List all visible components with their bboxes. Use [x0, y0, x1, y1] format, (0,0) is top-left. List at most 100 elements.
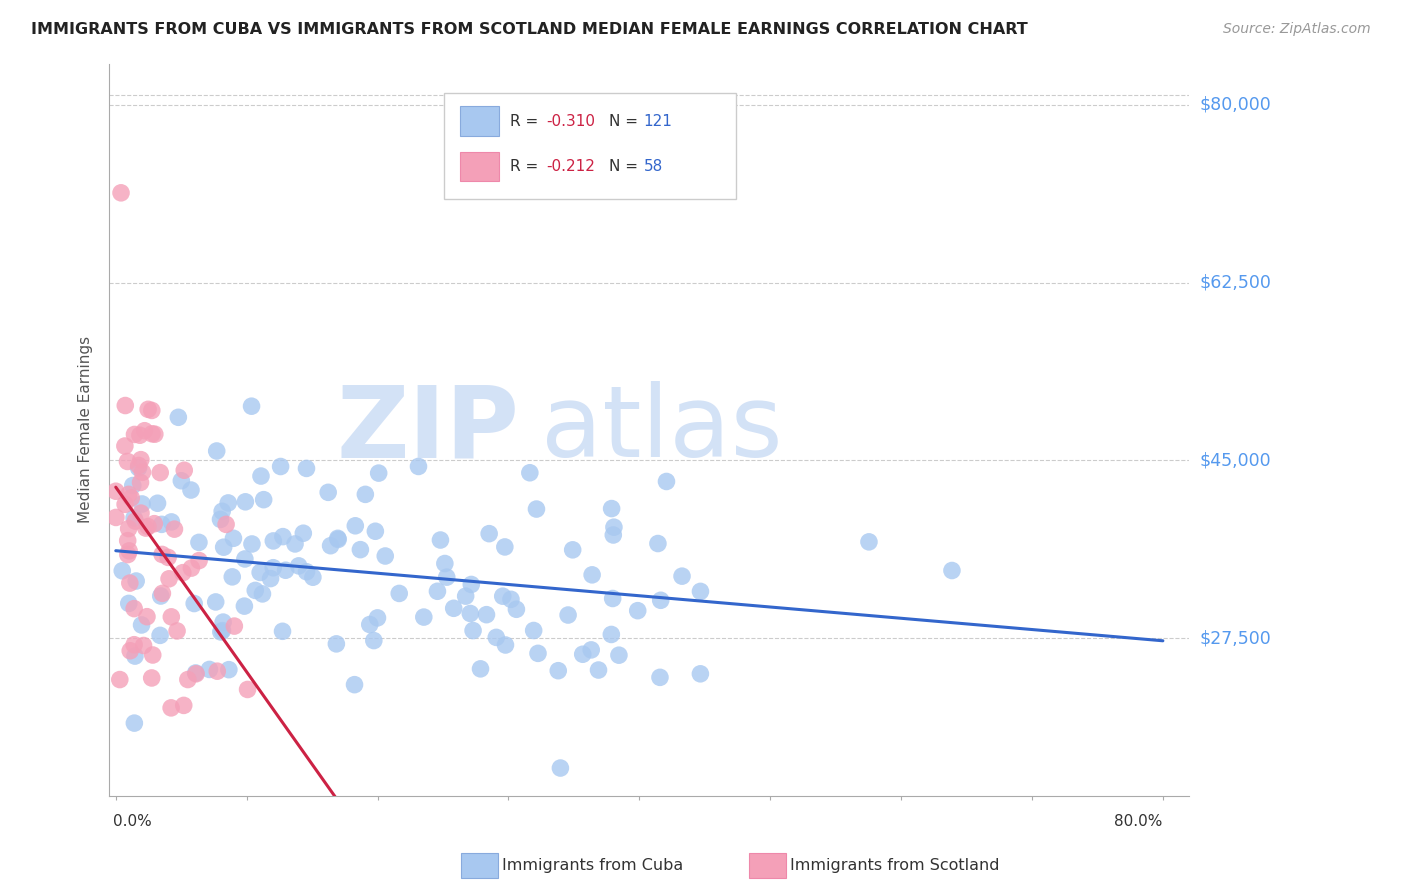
- Point: [499, 592, 522, 607]
- Point: [217, 496, 239, 510]
- Point: [146, 496, 169, 510]
- Point: [152, 586, 174, 600]
- Point: [180, 561, 202, 575]
- Point: [443, 601, 465, 615]
- Point: [122, 601, 145, 615]
- Point: [858, 534, 880, 549]
- Point: [188, 553, 211, 567]
- Point: [550, 761, 572, 775]
- Point: [526, 502, 548, 516]
- Point: [602, 528, 624, 542]
- Point: [505, 602, 527, 616]
- Point: [211, 624, 233, 638]
- Point: [205, 444, 228, 458]
- Point: [579, 643, 602, 657]
- Point: [655, 475, 678, 489]
- Point: [367, 466, 389, 480]
- Point: [124, 716, 146, 731]
- Point: [429, 533, 451, 547]
- Point: [344, 518, 367, 533]
- Point: [460, 577, 482, 591]
- Point: [149, 589, 172, 603]
- Point: [117, 522, 139, 536]
- Point: [163, 522, 186, 536]
- Point: [170, 474, 193, 488]
- Point: [122, 638, 145, 652]
- Point: [118, 544, 141, 558]
- Point: [233, 552, 256, 566]
- Point: [173, 698, 195, 713]
- Point: [374, 549, 396, 563]
- Point: [117, 548, 139, 562]
- Point: [129, 452, 152, 467]
- Point: [124, 649, 146, 664]
- Point: [519, 466, 541, 480]
- Text: N =: N =: [609, 113, 643, 128]
- Point: [141, 671, 163, 685]
- Point: [388, 586, 411, 600]
- Point: [454, 589, 477, 603]
- Point: [408, 459, 430, 474]
- Text: Immigrants from Cuba: Immigrants from Cuba: [502, 858, 683, 872]
- Text: R =: R =: [510, 159, 543, 174]
- Point: [547, 664, 569, 678]
- Point: [458, 607, 481, 621]
- Point: [319, 539, 342, 553]
- Point: [274, 563, 297, 577]
- Point: [295, 565, 318, 579]
- Text: IMMIGRANTS FROM CUBA VS IMMIGRANTS FROM SCOTLAND MEDIAN FEMALE EARNINGS CORRELAT: IMMIGRANTS FROM CUBA VS IMMIGRANTS FROM …: [31, 22, 1028, 37]
- Point: [141, 426, 163, 441]
- Point: [131, 618, 153, 632]
- Point: [135, 521, 157, 535]
- Point: [433, 557, 456, 571]
- Point: [180, 483, 202, 497]
- Point: [461, 624, 484, 638]
- Point: [689, 666, 711, 681]
- Point: [607, 648, 630, 663]
- Text: N =: N =: [609, 159, 643, 174]
- Point: [647, 536, 669, 550]
- FancyBboxPatch shape: [444, 94, 735, 200]
- Point: [366, 611, 388, 625]
- Point: [160, 515, 183, 529]
- Text: atlas: atlas: [541, 382, 783, 478]
- Point: [114, 399, 136, 413]
- Point: [292, 526, 315, 541]
- Text: $45,000: $45,000: [1199, 451, 1271, 469]
- Point: [494, 540, 516, 554]
- Point: [287, 558, 309, 573]
- Point: [121, 478, 143, 492]
- Point: [236, 682, 259, 697]
- Point: [212, 540, 235, 554]
- Y-axis label: Median Female Earnings: Median Female Earnings: [79, 336, 93, 524]
- Point: [364, 524, 387, 539]
- Point: [470, 662, 492, 676]
- Text: $62,500: $62,500: [1199, 274, 1271, 292]
- Point: [271, 530, 294, 544]
- Point: [561, 542, 583, 557]
- Point: [211, 504, 233, 518]
- Point: [245, 583, 267, 598]
- Point: [600, 501, 623, 516]
- Point: [325, 637, 347, 651]
- Point: [650, 593, 672, 607]
- Point: [111, 564, 134, 578]
- Point: [648, 670, 671, 684]
- Point: [204, 595, 226, 609]
- Point: [172, 566, 194, 580]
- Text: $27,500: $27,500: [1199, 629, 1271, 648]
- Point: [627, 604, 650, 618]
- Point: [128, 458, 150, 473]
- Point: [600, 627, 623, 641]
- Point: [588, 663, 610, 677]
- Point: [125, 574, 148, 588]
- Point: [571, 647, 593, 661]
- Point: [132, 639, 155, 653]
- Point: [235, 495, 257, 509]
- Point: [436, 570, 458, 584]
- Point: [478, 526, 501, 541]
- Point: [110, 186, 132, 200]
- Point: [354, 487, 377, 501]
- Point: [120, 644, 142, 658]
- Point: [198, 662, 221, 676]
